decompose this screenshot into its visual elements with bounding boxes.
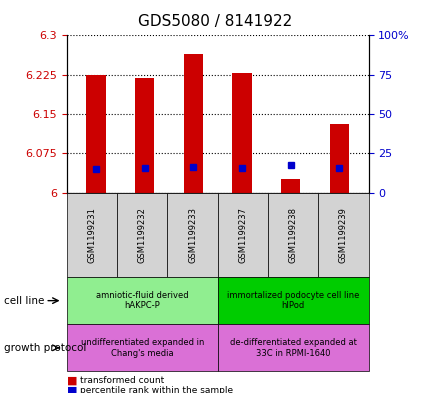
Bar: [329, 125, 348, 193]
Text: immortalized podocyte cell line
hIPod: immortalized podocyte cell line hIPod: [226, 291, 359, 310]
Bar: [135, 78, 154, 193]
Text: growth protocol: growth protocol: [4, 343, 86, 353]
Text: ■: ■: [67, 385, 77, 393]
Bar: [232, 73, 251, 193]
Bar: [86, 75, 105, 193]
Text: GDS5080 / 8141922: GDS5080 / 8141922: [138, 14, 292, 29]
Text: GSM1199231: GSM1199231: [87, 207, 96, 263]
Text: GSM1199237: GSM1199237: [238, 207, 247, 263]
Bar: [280, 180, 300, 193]
Text: GSM1199239: GSM1199239: [338, 207, 347, 263]
Text: cell line: cell line: [4, 296, 45, 306]
Text: GSM1199232: GSM1199232: [138, 207, 146, 263]
Text: ■: ■: [67, 375, 77, 386]
Text: percentile rank within the sample: percentile rank within the sample: [80, 386, 232, 393]
Text: de-differentiated expanded at
33C in RPMI-1640: de-differentiated expanded at 33C in RPM…: [229, 338, 356, 358]
Text: transformed count: transformed count: [80, 376, 163, 385]
Bar: [183, 54, 203, 193]
Text: GSM1199238: GSM1199238: [288, 207, 297, 263]
Text: GSM1199233: GSM1199233: [187, 207, 197, 263]
Text: amniotic-fluid derived
hAKPC-P: amniotic-fluid derived hAKPC-P: [96, 291, 188, 310]
Text: undifferentiated expanded in
Chang's media: undifferentiated expanded in Chang's med…: [80, 338, 203, 358]
